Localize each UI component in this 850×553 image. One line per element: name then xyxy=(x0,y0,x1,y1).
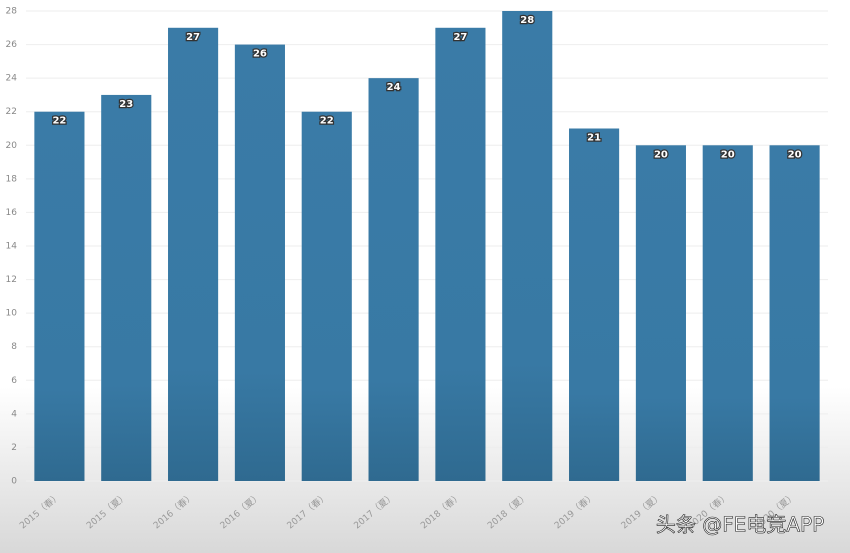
bar xyxy=(168,27,219,482)
value-label: 20 xyxy=(788,149,802,160)
value-label: 26 xyxy=(253,49,267,60)
value-label: 21 xyxy=(587,133,601,144)
y-tick-label: 8 xyxy=(11,342,17,352)
y-tick-label: 0 xyxy=(11,477,17,487)
y-tick-label: 24 xyxy=(6,74,18,84)
y-tick-label: 12 xyxy=(6,275,17,285)
value-label: 27 xyxy=(453,32,467,43)
bar xyxy=(34,111,85,481)
bar xyxy=(702,145,753,482)
bar xyxy=(101,94,152,481)
y-tick-label: 28 xyxy=(6,7,18,17)
bar xyxy=(368,78,419,482)
y-tick-label: 6 xyxy=(11,376,17,386)
bar xyxy=(769,145,820,482)
bar xyxy=(569,128,620,481)
y-tick-label: 20 xyxy=(6,141,18,151)
value-label: 20 xyxy=(721,149,735,160)
watermark: 头条 @FE电竞APP xyxy=(656,513,824,537)
y-tick-label: 2 xyxy=(11,443,17,453)
y-tick-label: 16 xyxy=(6,208,18,218)
value-label: 24 xyxy=(387,82,401,93)
bar xyxy=(502,11,553,481)
bar xyxy=(435,27,486,482)
bar xyxy=(635,145,686,482)
y-tick-label: 26 xyxy=(6,40,18,50)
bar xyxy=(301,111,352,481)
value-label: 23 xyxy=(119,99,133,110)
y-tick-label: 22 xyxy=(6,107,17,117)
y-tick-label: 10 xyxy=(6,309,18,319)
bar xyxy=(234,44,285,481)
value-label: 28 xyxy=(520,15,534,26)
value-label: 27 xyxy=(186,32,200,43)
y-tick-label: 18 xyxy=(6,174,18,184)
value-label: 22 xyxy=(52,116,66,127)
value-label: 20 xyxy=(654,149,668,160)
value-label: 22 xyxy=(320,116,334,127)
y-tick-label: 14 xyxy=(6,242,18,252)
y-tick-label: 4 xyxy=(11,409,17,419)
